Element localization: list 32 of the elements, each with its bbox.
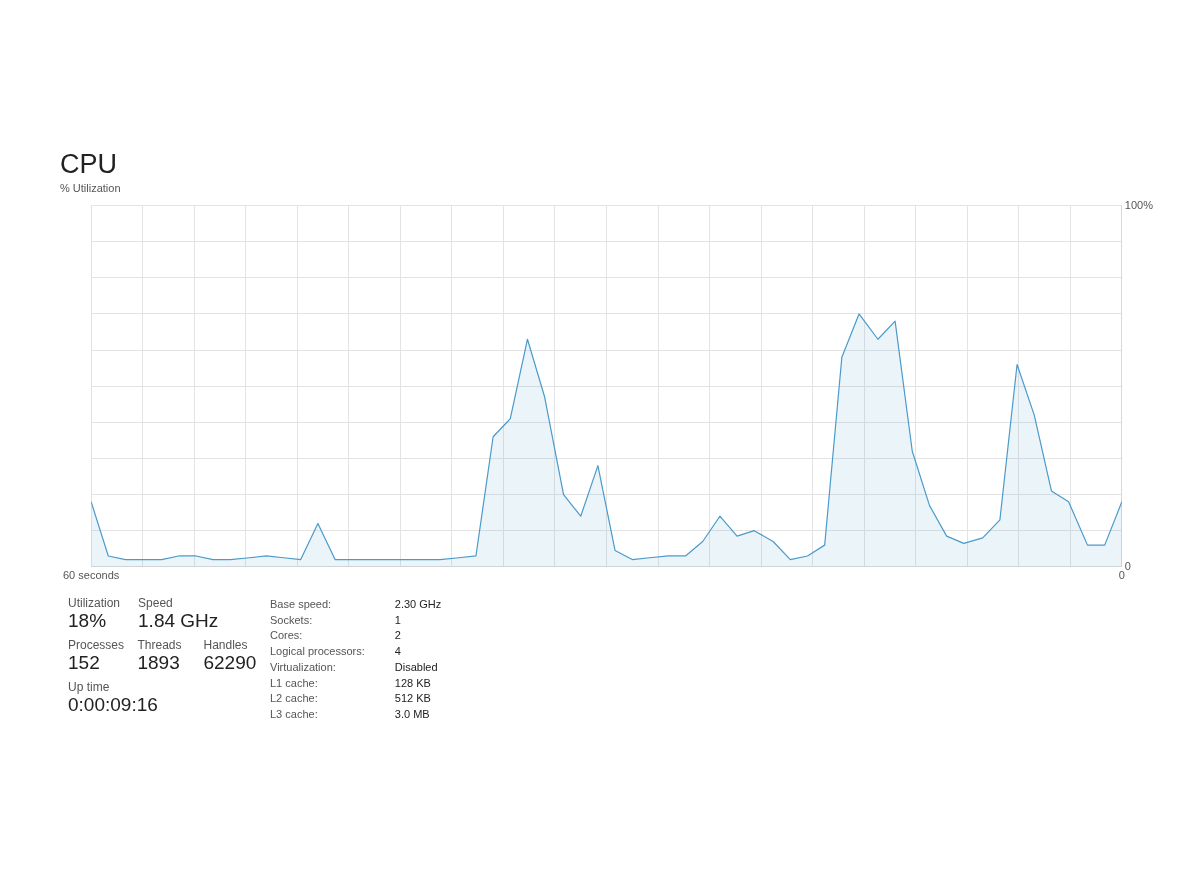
text: 18% — [68, 610, 108, 632]
text: Base speed: — [270, 596, 333, 612]
text: Disabled — [394, 659, 439, 675]
text: 3.0 MB — [394, 707, 431, 722]
text: 2.30 GHz — [394, 596, 442, 612]
text: Speed — [138, 596, 174, 610]
text: Up time — [68, 680, 111, 694]
text: 1.84 GHz — [138, 610, 219, 632]
text: 62290 — [203, 652, 257, 674]
text: 512 KB — [394, 691, 432, 707]
y-tick-label: 100% — [1124, 198, 1154, 211]
y-axis-title: % Utilization — [60, 182, 122, 194]
text: 128 KB — [394, 675, 432, 691]
text: Sockets: — [270, 612, 314, 628]
text: 4 — [394, 644, 402, 659]
text: Logical processors: — [270, 644, 366, 659]
text: 0:00:09:16 — [68, 694, 158, 716]
text: Threads — [137, 638, 183, 652]
text: Cores: — [270, 628, 304, 644]
text: L1 cache: — [270, 675, 319, 691]
text: L2 cache: — [270, 691, 319, 707]
text: Virtualization: — [270, 659, 337, 675]
text: 152 — [68, 652, 101, 674]
text: L3 cache: — [270, 707, 319, 722]
text: Utilization — [68, 596, 121, 610]
text: 1893 — [137, 652, 181, 674]
text: Handles — [203, 638, 249, 652]
text: 2 — [394, 628, 402, 644]
x-tick-label: 60 seconds — [63, 569, 120, 582]
chart-title: CPU — [60, 148, 118, 180]
text: 1 — [394, 612, 402, 628]
text: Processes — [68, 638, 125, 652]
